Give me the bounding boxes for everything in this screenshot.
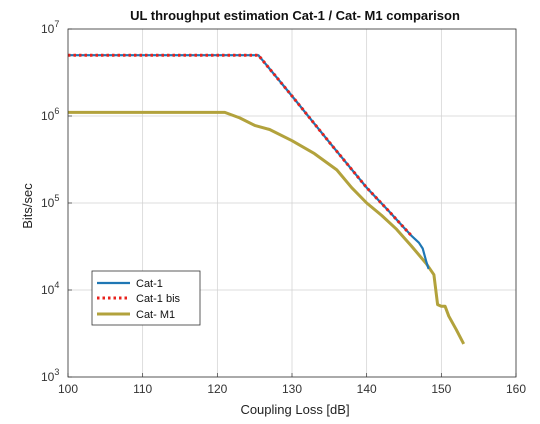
chart-title: UL throughput estimation Cat-1 / Cat- M1… (130, 8, 460, 23)
x-tick-label: 130 (282, 382, 302, 396)
series-line-0 (68, 54, 430, 270)
legend-label-cat1-bis: Cat-1 bis (136, 293, 181, 305)
x-tick-label: 110 (133, 382, 152, 396)
legend-label-cat-m1: Cat- M1 (136, 309, 175, 321)
y-tick-label: 104 (41, 280, 59, 297)
tick-labels: 100 110 120 130 140 150 160 103 104 105 106 107 (41, 19, 526, 396)
y-tick-label: 103 (41, 367, 59, 384)
y-tick-label: 106 (41, 106, 59, 123)
x-tick-label: 100 (58, 382, 78, 396)
x-axis-label: Coupling Loss [dB] (240, 402, 349, 417)
y-tick-label: 107 (41, 19, 59, 36)
x-tick-label: 140 (357, 382, 377, 396)
legend-label-cat1: Cat-1 (136, 278, 163, 290)
y-axis-label: Bits/sec (20, 183, 35, 229)
series-line-1 (68, 53, 413, 237)
y-tick-label: 105 (41, 193, 59, 210)
legend: Cat-1 Cat-1 bis Cat- M1 (91, 270, 201, 326)
series-line-2 (68, 110, 466, 345)
x-tick-label: 150 (431, 382, 451, 396)
x-tick-label: 160 (506, 382, 526, 396)
x-tick-label: 120 (207, 382, 227, 396)
series-layer (68, 53, 466, 345)
